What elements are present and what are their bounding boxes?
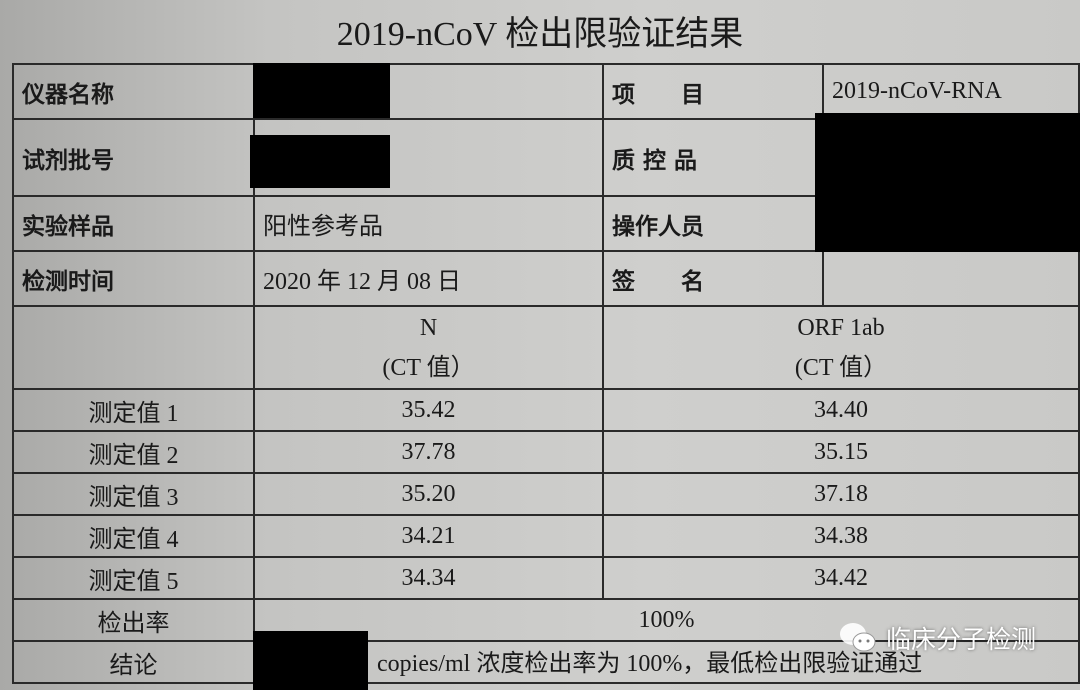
n-name: N	[419, 314, 438, 341]
row-label: 测定值 1	[12, 388, 255, 432]
info-row: 仪器名称 项 目 2019-nCoV-RNA	[12, 63, 1080, 120]
orf-value: 37.18	[602, 472, 1080, 516]
detection-rate-row: 检出率 100%	[12, 598, 1080, 642]
row-label: 测定值 5	[12, 556, 255, 600]
row-label: 测定值 3	[12, 472, 255, 516]
orf-name: ORF 1ab	[797, 314, 885, 341]
orf-unit: (CT 值）	[794, 354, 888, 381]
table-row: 测定值 1 35.42 34.40	[12, 388, 1080, 432]
watermark-text: 临床分子检测	[886, 625, 1037, 654]
table-row: 测定值 4 34.21 34.38	[12, 514, 1080, 558]
empty-header-cell	[12, 305, 255, 390]
detection-rate-value: 100%	[253, 598, 1080, 642]
info-row: 检测时间 2020 年 12 月 08 日 签 名	[12, 250, 1080, 307]
sample-value: 阳性参考品	[253, 195, 604, 252]
orf-value: 34.38	[602, 514, 1080, 558]
row-label: 测定值 4	[12, 514, 255, 558]
operator-label: 操作人员	[602, 195, 824, 252]
orf-value: 34.42	[602, 556, 1080, 600]
conclusion-text: copies/ml 浓度检出率为 100%，最低检出限验证通过	[253, 640, 1080, 684]
test-date-label: 检测时间	[12, 250, 255, 307]
instrument-label: 仪器名称	[12, 63, 255, 120]
orf-value: 35.15	[602, 430, 1080, 474]
qc-label: 质 控 品	[602, 118, 824, 197]
document-title: 2019-nCoV 检出限验证结果	[336, 16, 744, 53]
table-row: 测定值 5 34.34 34.42	[12, 556, 1080, 600]
signature-label: 签 名	[602, 250, 824, 307]
test-date-value: 2020 年 12 月 08 日	[253, 250, 604, 307]
orf-value: 34.40	[602, 388, 1080, 432]
item-value: 2019-nCoV-RNA	[822, 63, 1080, 120]
detection-rate-label: 检出率	[12, 598, 255, 642]
n-value: 37.78	[253, 430, 604, 474]
signature-value	[822, 250, 1080, 307]
n-unit: (CT 值）	[382, 354, 475, 381]
column-header-row: N (CT 值） ORF 1ab (CT 值）	[12, 305, 1080, 390]
wechat-icon	[840, 623, 876, 652]
table-row: 测定值 2 37.78 35.15	[12, 430, 1080, 474]
n-value: 35.42	[253, 388, 604, 432]
n-column-header: N (CT 值）	[253, 305, 604, 390]
redaction-box	[253, 631, 368, 690]
row-label: 测定值 2	[12, 430, 255, 474]
item-label: 项 目	[602, 63, 824, 120]
redaction-box	[250, 135, 390, 188]
n-value: 35.20	[253, 472, 604, 516]
conclusion-label: 结论	[12, 640, 255, 684]
orf-column-header: ORF 1ab (CT 值）	[602, 305, 1080, 390]
reagent-lot-label: 试剂批号	[12, 118, 255, 197]
sample-label: 实验样品	[12, 195, 255, 252]
redaction-box	[253, 63, 390, 118]
n-value: 34.34	[253, 556, 604, 600]
watermark: 临床分子检测	[838, 620, 1036, 656]
n-value: 34.21	[253, 514, 604, 558]
table-row: 测定值 3 35.20 37.18	[12, 472, 1080, 516]
redaction-box	[815, 113, 1080, 252]
